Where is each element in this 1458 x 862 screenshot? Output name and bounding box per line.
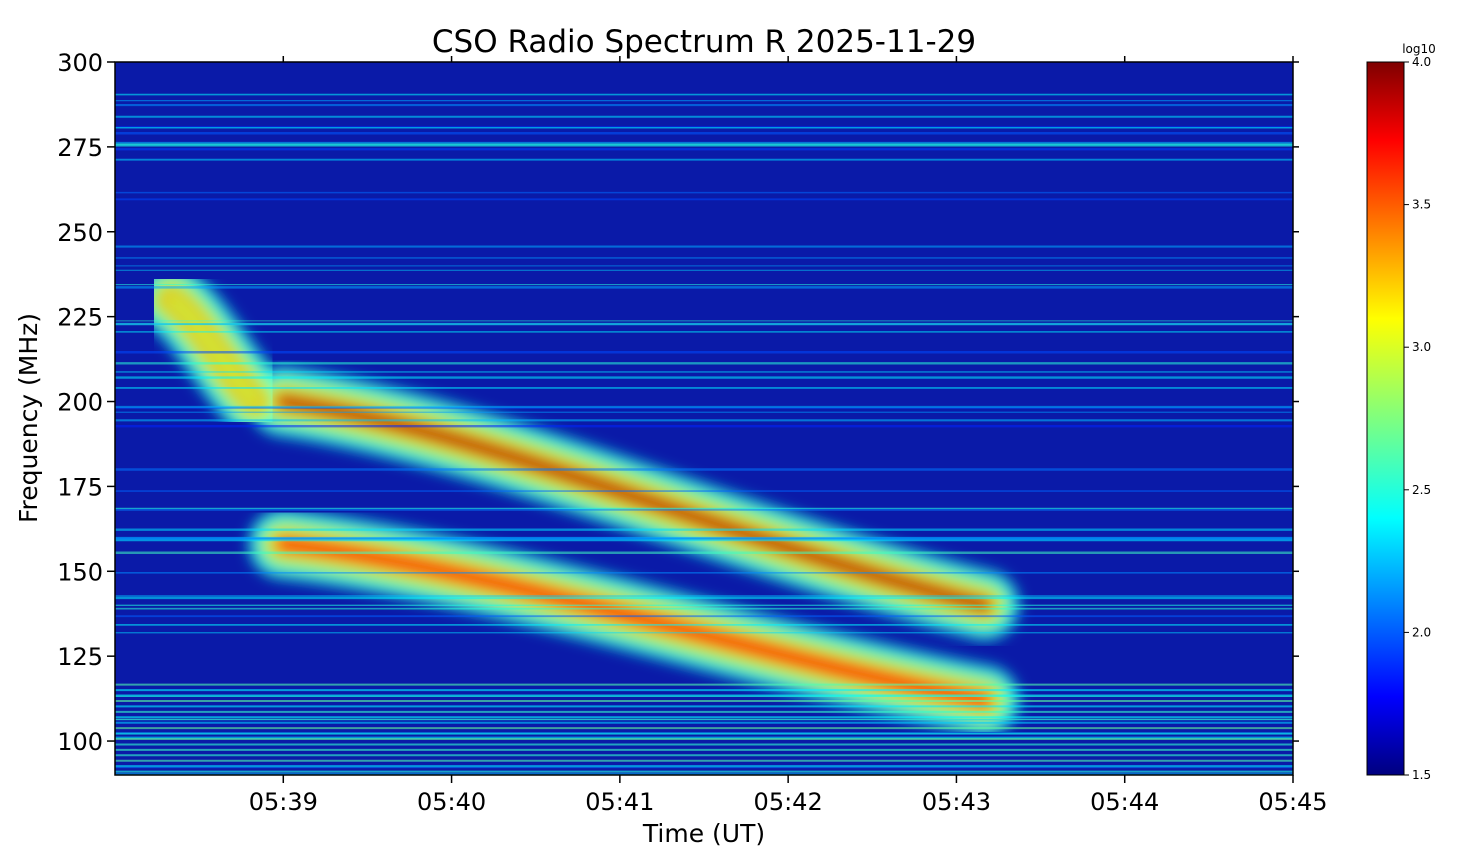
burst-feature-2 [136,264,291,437]
x-tick-label: 05:43 [922,788,991,816]
y-tick-label: 275 [57,134,103,162]
interference-lines [115,93,1293,775]
x-tick-label: 05:45 [1258,788,1327,816]
colorbar: log10 1.5 2.0 2.5 3.0 3.5 4.0 [1366,42,1436,782]
y-tick-label: 200 [57,389,103,417]
y-tick-label: 300 [57,49,103,77]
y-tick-label: 225 [57,304,103,332]
burst-band [277,538,991,707]
colorbar-gradient [1366,61,1405,776]
y-tick-label: 175 [57,473,103,501]
burst-band [277,395,991,612]
x-axis-label: Time (UT) [642,819,765,848]
y-tick-label: 150 [57,558,103,586]
x-tick-label: 05:42 [754,788,823,816]
colorbar-tick-label: 4.0 [1412,55,1431,69]
y-tick-label: 125 [57,643,103,671]
colorbar-tick-label: 3.5 [1412,198,1431,212]
plot-frame [114,61,1294,776]
y-tick-label: 250 [57,219,103,247]
chart-title: CSO Radio Spectrum R 2025-11-29 [432,24,976,60]
plot-area [115,62,1293,775]
colorbar-tick-label: 1.5 [1412,768,1431,782]
x-tick-label: 05:39 [249,788,318,816]
y-axis: 100 125 150 175 200 225 250 275 300 [57,49,1299,756]
burst-feature-1 [248,509,1020,736]
y-axis-label: Frequency (MHz) [14,313,43,523]
colorbar-tick-label: 2.5 [1412,483,1431,497]
colorbar-tick-label: 2.0 [1412,625,1431,639]
features-layer [136,264,1020,736]
x-tick-label: 05:41 [585,788,654,816]
burst-band [165,293,262,408]
colorbar-ticks: 1.5 2.0 2.5 3.0 3.5 4.0 [1404,55,1431,782]
colorbar-tick-label: 3.0 [1412,340,1431,354]
x-axis: 05:39 05:40 05:41 05:42 05:43 05:44 05:45 [249,56,1328,816]
y-tick-label: 100 [57,728,103,756]
x-tick-label: 05:40 [417,788,486,816]
x-tick-label: 05:44 [1090,788,1159,816]
colorbar-label: log10 [1402,42,1436,56]
burst-feature-0 [248,366,1020,641]
